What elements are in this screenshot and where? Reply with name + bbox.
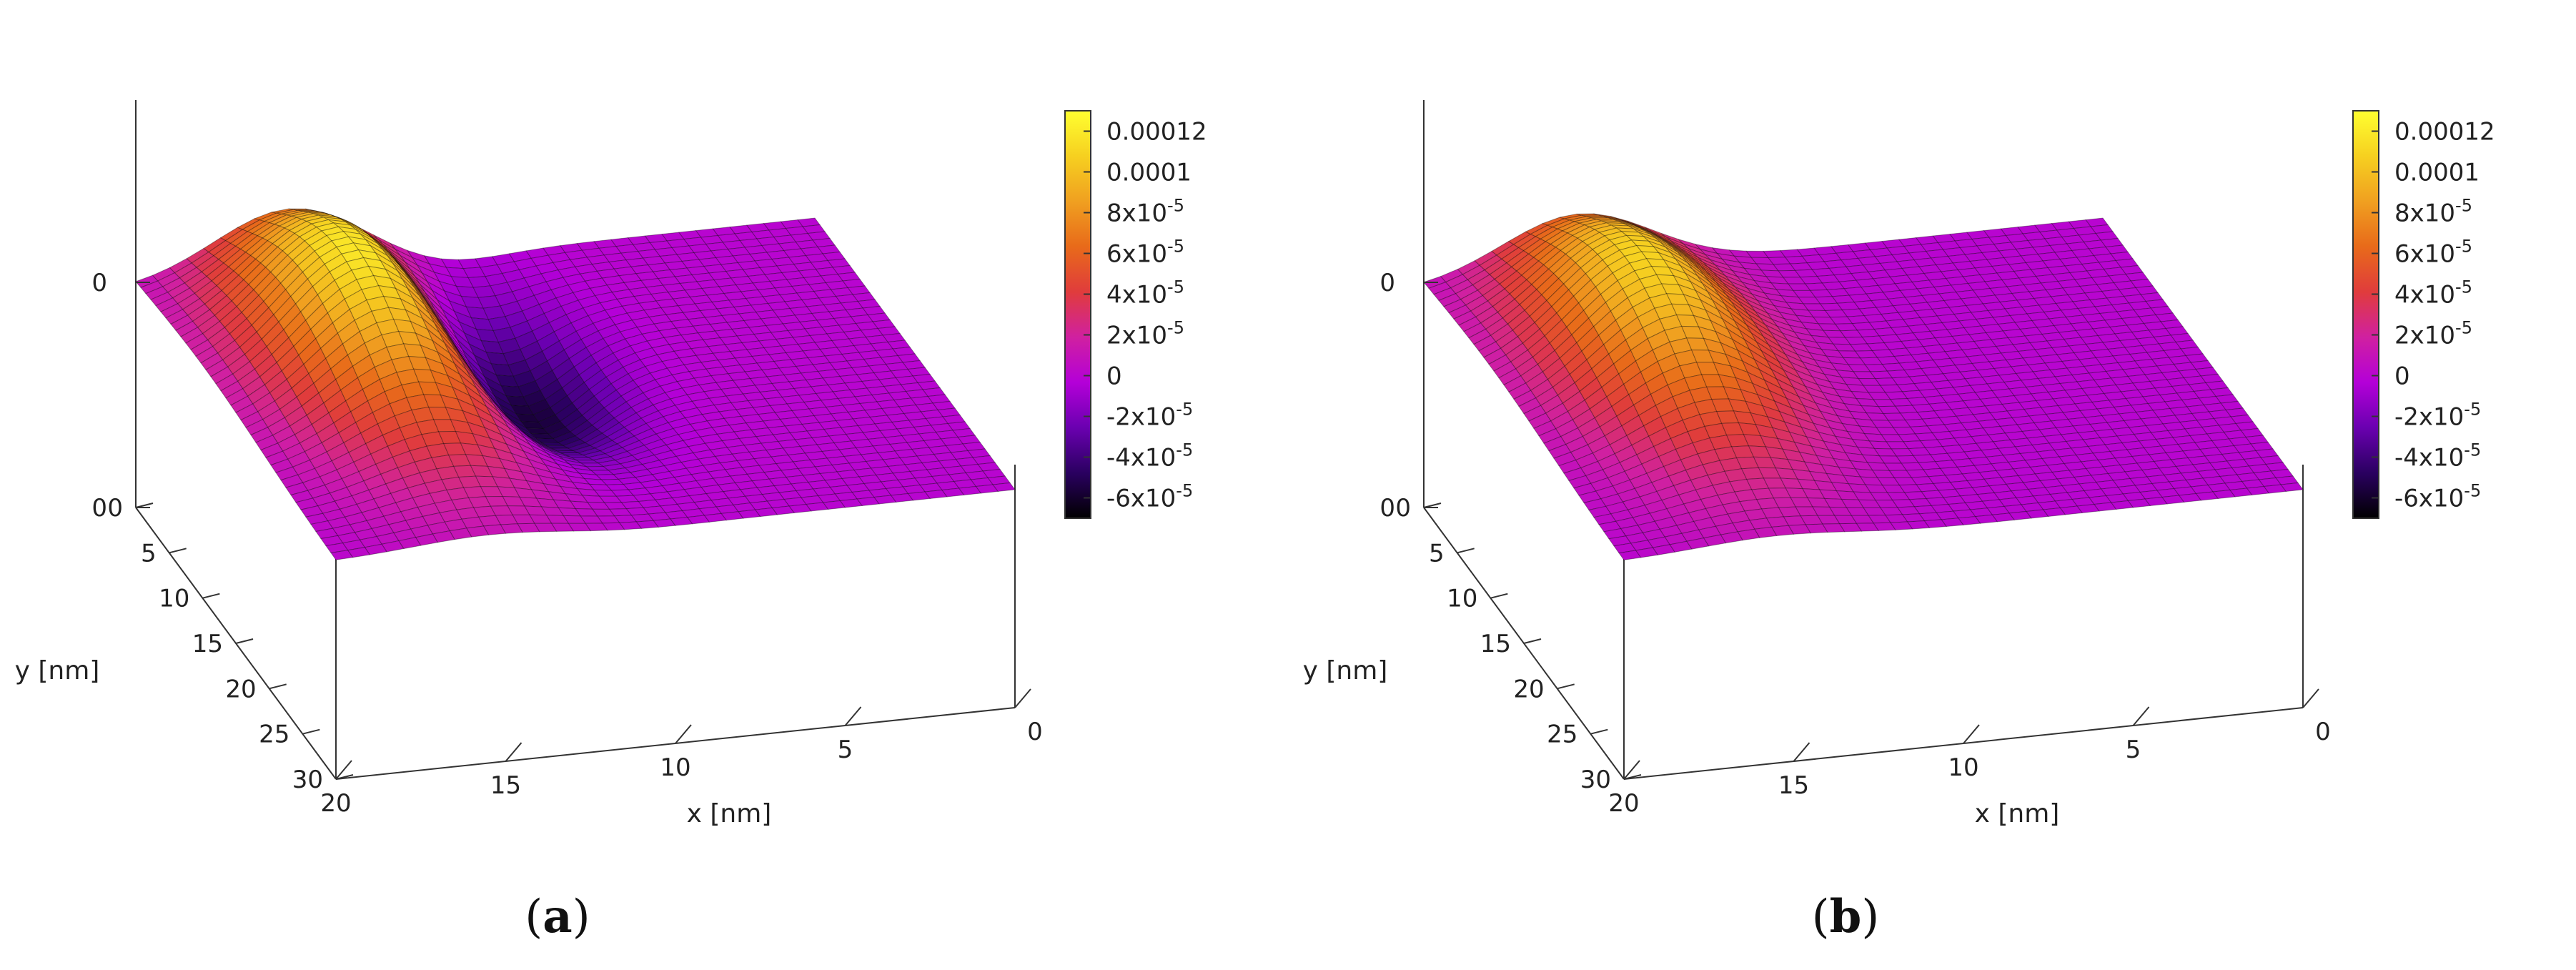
x-tick-label: 5 bbox=[838, 736, 853, 764]
x-tick-mark bbox=[844, 706, 862, 726]
x-ticks: 0 5 10 15 20 bbox=[1608, 688, 2331, 818]
x-tick-mark bbox=[675, 724, 692, 744]
z-ticks: 00 bbox=[1379, 269, 1438, 523]
x-tick-label: 5 bbox=[2126, 736, 2141, 764]
x-tick-mark bbox=[2132, 706, 2150, 726]
y-tick-label: 25 bbox=[1547, 721, 1577, 749]
y-tick-label: 5 bbox=[141, 539, 157, 568]
colorbar-tick-label: -2x10-5 bbox=[1106, 400, 1193, 432]
x-tick-mark bbox=[1793, 742, 1810, 762]
x-tick-mark bbox=[2302, 688, 2319, 708]
y-tick-label: 25 bbox=[259, 721, 289, 749]
colorbar-tick-label: 6x10-5 bbox=[1106, 237, 1184, 269]
colorbar-tick-label: 4x10-5 bbox=[1106, 277, 1184, 310]
surface-cell bbox=[992, 482, 1016, 493]
caption-a: (a) bbox=[525, 890, 590, 944]
y-tick-label: 10 bbox=[1447, 585, 1477, 613]
x-tick-label: 0 bbox=[2315, 718, 2331, 746]
z-tick-label: 0 bbox=[1379, 494, 1395, 523]
x-tick-label: 15 bbox=[490, 771, 521, 800]
y-tick-mark bbox=[202, 593, 220, 599]
z-tick-label: 0 bbox=[1379, 269, 1395, 297]
y-tick-mark bbox=[269, 683, 287, 690]
caption-letter-b: b bbox=[1829, 890, 1862, 944]
x-tick-mark bbox=[335, 760, 352, 780]
z-ticks: 00 bbox=[91, 269, 150, 523]
colorbar: 0.00012 0.0001 8x10-5 6x10-5 4x10-5 2x10-5 0 -2… bbox=[2352, 110, 2495, 519]
colorbar-tick-label: 8x10-5 bbox=[2394, 196, 2472, 228]
x-tick-mark bbox=[1014, 688, 1031, 708]
colorbar-tick-label: 0.00012 bbox=[2394, 118, 2495, 147]
y-tick-mark bbox=[1557, 683, 1575, 690]
x-tick-label: 15 bbox=[1778, 771, 1809, 800]
x-tick-mark bbox=[1963, 724, 1980, 744]
colorbar-tick-label: -4x10-5 bbox=[1106, 440, 1193, 472]
y-tick-label: 10 bbox=[159, 585, 189, 613]
chart-panel-a: 0 5 10 15 20 x [nm] 0 5 10 15 20 25 30 y [nm] 0 0 0.0001… bbox=[15, 100, 1207, 944]
colorbar-tick-label: 0.0001 bbox=[2394, 159, 2480, 187]
y-tick-mark bbox=[1490, 593, 1508, 599]
y-tick-label: 15 bbox=[1480, 630, 1511, 658]
y-tick-mark bbox=[1590, 728, 1608, 735]
colorbar-tick-label: 2x10-5 bbox=[1106, 318, 1184, 350]
colorbar-tick-label: -4x10-5 bbox=[2394, 440, 2481, 472]
x-axis-label: x [nm] bbox=[1975, 799, 2060, 828]
colorbar-tick-label: -6x10-5 bbox=[1106, 481, 1193, 513]
surface-mesh bbox=[135, 208, 1016, 560]
caption-b: (b) bbox=[1811, 890, 1880, 944]
x-tick-label: 20 bbox=[320, 789, 351, 818]
y-tick-label: 15 bbox=[192, 630, 223, 658]
x-ticks: 0 5 10 15 20 bbox=[320, 688, 1043, 818]
y-tick-label: 30 bbox=[1580, 766, 1611, 794]
z-tick-label: 0 bbox=[91, 269, 107, 297]
colorbar: 0.00012 0.0001 8x10-5 6x10-5 4x10-5 2x10-5 0 -2… bbox=[1064, 110, 1207, 519]
caption-letter-a: a bbox=[543, 890, 573, 944]
y-axis-label: y [nm] bbox=[15, 656, 100, 686]
x-tick-label: 0 bbox=[1027, 718, 1043, 746]
y-tick-mark bbox=[169, 548, 187, 554]
x-tick-mark bbox=[505, 742, 522, 762]
x-tick-label: 20 bbox=[1608, 789, 1639, 818]
z-tick-label: 0 bbox=[91, 494, 107, 523]
y-tick-label: 5 bbox=[1429, 539, 1445, 568]
y-axis-label: y [nm] bbox=[1303, 656, 1388, 686]
colorbar-tick-label: -2x10-5 bbox=[2394, 400, 2481, 432]
y-tick-label: 30 bbox=[292, 766, 323, 794]
chart-panel-b: 0 5 10 15 20 x [nm] 0 5 10 15 20 25 30 y [nm] 0 0 0.0001… bbox=[1288, 0, 2576, 970]
colorbar-tick-label: 0.00012 bbox=[1106, 118, 1207, 147]
y-tick-mark bbox=[1457, 548, 1475, 554]
colorbar-tick-label: 6x10-5 bbox=[2394, 237, 2472, 269]
y-tick-mark bbox=[235, 638, 254, 644]
colorbar-tick-label: 0 bbox=[1106, 362, 1122, 391]
y-tick-mark bbox=[302, 728, 320, 735]
y-tick-label: 20 bbox=[1513, 675, 1544, 703]
colorbar-bar bbox=[1064, 110, 1091, 519]
colorbar-tick-label: 0 bbox=[2394, 362, 2410, 391]
y-tick-label: 0 bbox=[1395, 494, 1411, 523]
y-tick-mark bbox=[335, 774, 354, 780]
surface-mesh bbox=[1423, 213, 2304, 560]
colorbar-tick-label: 4x10-5 bbox=[2394, 277, 2472, 310]
y-tick-label: 20 bbox=[225, 675, 256, 703]
colorbar-tick-label: 8x10-5 bbox=[1106, 196, 1184, 228]
y-tick-label: 0 bbox=[107, 494, 123, 523]
y-tick-mark bbox=[1523, 638, 1542, 644]
x-axis-label: x [nm] bbox=[687, 799, 772, 828]
x-tick-label: 10 bbox=[1948, 753, 1978, 782]
colorbar-tick-label: 0.0001 bbox=[1106, 159, 1192, 187]
x-tick-label: 10 bbox=[660, 753, 690, 782]
colorbar-tick-label: 2x10-5 bbox=[2394, 318, 2472, 350]
colorbar-tick-label: -6x10-5 bbox=[2394, 481, 2481, 513]
